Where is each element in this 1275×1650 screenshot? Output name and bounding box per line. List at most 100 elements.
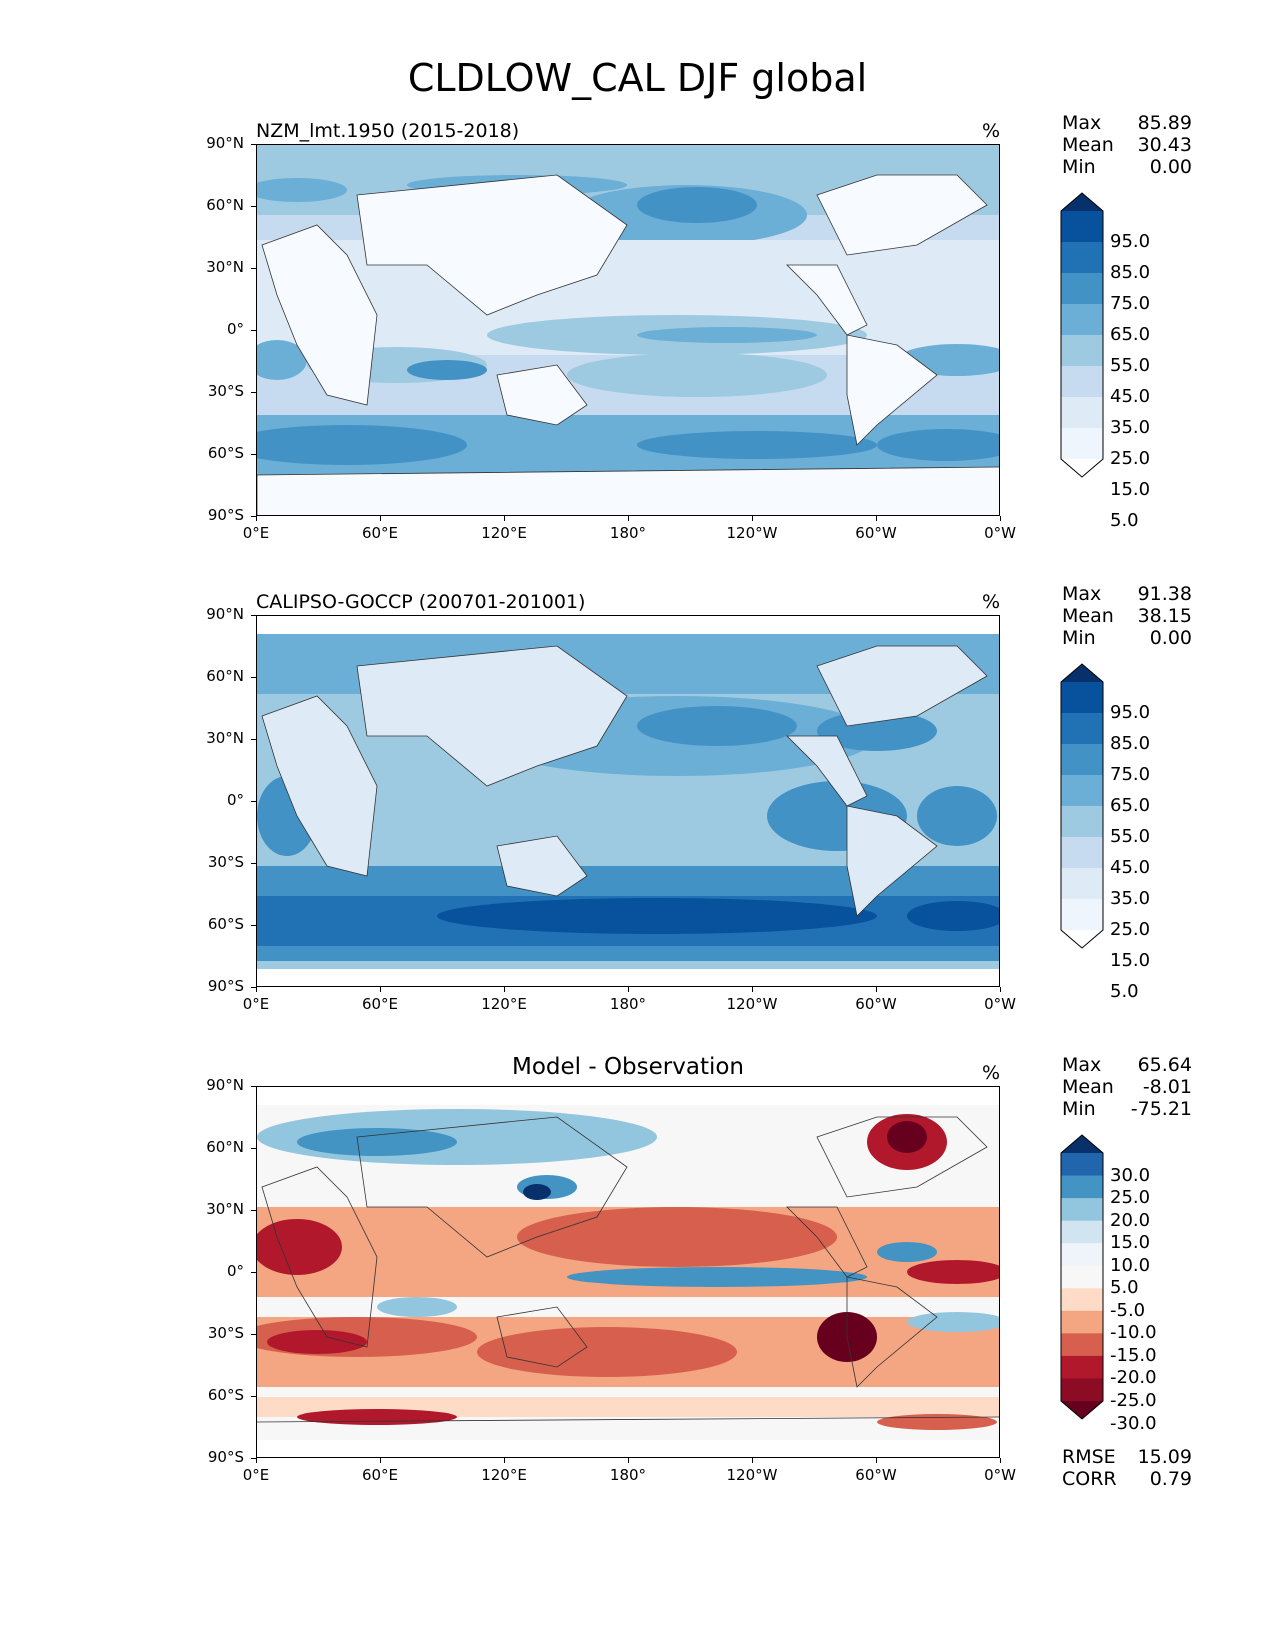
colorbar-tick-label: 20.0	[1110, 1209, 1151, 1231]
x-tick-label: 180°	[609, 1466, 647, 1484]
x-tick-mark	[256, 987, 257, 992]
y-tick-mark	[251, 330, 256, 331]
colorbar-segment	[1061, 868, 1103, 900]
y-tick-mark	[251, 1086, 256, 1087]
colorbar-tick-label: 30.0	[1110, 1164, 1151, 1186]
y-tick-label: 60°S	[207, 1386, 244, 1404]
panel-model: NZM_lmt.1950 (2015-2018) %	[0, 112, 1275, 590]
x-tick-label: 120°E	[481, 524, 527, 542]
x-tick-mark	[504, 987, 505, 992]
y-tick-label: 30°S	[207, 853, 244, 871]
y-tick-label: 90°N	[206, 1076, 244, 1094]
y-tick-mark	[251, 516, 256, 517]
panel-title: NZM_lmt.1950 (2015-2018)	[256, 120, 520, 142]
stats-box: Max 91.38 Mean 38.15 Min 0.00	[1062, 583, 1192, 649]
y-tick-label: 30°S	[207, 382, 244, 400]
y-tick-label: 90°S	[207, 977, 244, 995]
colorbar-tick-label: 85.0	[1110, 262, 1151, 283]
y-tick-mark	[251, 454, 256, 455]
y-tick-label: 30°N	[206, 729, 244, 747]
y-tick-label: 90°N	[206, 134, 244, 152]
x-tick-mark	[504, 516, 505, 521]
colorbar-extend-top	[1061, 664, 1103, 682]
colorbar-segment	[1061, 397, 1103, 429]
colorbar-tick-label: 25.0	[1110, 448, 1151, 469]
colorbar-tick-label: -30.0	[1110, 1412, 1157, 1434]
x-tick-mark	[876, 516, 877, 521]
colorbar-segment	[1061, 775, 1103, 807]
x-tick-label: 0°E	[242, 995, 270, 1013]
colorbar-segment	[1061, 744, 1103, 776]
stat-max-label: Max	[1062, 583, 1102, 605]
x-tick-label: 120°E	[481, 1466, 527, 1484]
y-tick-label: 60°N	[206, 1138, 244, 1156]
corr-value: 0.79	[1149, 1468, 1192, 1490]
x-tick-mark	[504, 1458, 505, 1463]
colorbar-segment	[1061, 806, 1103, 838]
colorbar-tick-label: 55.0	[1110, 826, 1151, 847]
colorbar-tick-label: 5.0	[1110, 510, 1139, 531]
colorbar-segment	[1061, 837, 1103, 869]
x-tick-label: 120°W	[726, 524, 778, 542]
y-tick-label: 60°N	[206, 667, 244, 685]
stat-max-value: 65.64	[1137, 1054, 1192, 1076]
colorbar-tick-label: 35.0	[1110, 888, 1151, 909]
stat-min-value: 0.00	[1149, 156, 1192, 178]
x-tick-label: 60°W	[855, 524, 897, 542]
colorbar-tick-label: 25.0	[1110, 919, 1151, 940]
panel-observation: CALIPSO-GOCCP (200701-201001) %	[0, 583, 1275, 1061]
stat-min-label: Min	[1062, 627, 1096, 649]
rmse-label: RMSE	[1062, 1446, 1116, 1468]
stat-mean-label: Mean	[1062, 134, 1114, 156]
x-tick-label: 0°E	[242, 524, 270, 542]
x-tick-mark	[380, 987, 381, 992]
x-tick-label: 120°E	[481, 995, 527, 1013]
colorbar-tick-label: 45.0	[1110, 857, 1151, 878]
colorbar-segment	[1061, 1288, 1103, 1312]
y-tick-mark	[251, 987, 256, 988]
x-tick-label: 120°W	[726, 1466, 778, 1484]
y-tick-label: 90°S	[207, 1448, 244, 1466]
x-tick-label: 60°E	[361, 524, 399, 542]
x-tick-label: 0°W	[984, 1466, 1016, 1484]
x-tick-mark	[256, 1458, 257, 1463]
y-tick-label: 90°S	[207, 506, 244, 524]
y-tick-label: 90°N	[206, 605, 244, 623]
colorbar-tick-label: -15.0	[1110, 1344, 1157, 1366]
colorbar-tick-label: 45.0	[1110, 386, 1151, 407]
x-tick-mark	[752, 1458, 753, 1463]
colorbar-segment	[1061, 682, 1103, 714]
colorbar-segment	[1061, 1355, 1103, 1379]
colorbar-segment	[1061, 335, 1103, 367]
y-tick-mark	[251, 1148, 256, 1149]
corr-label: CORR	[1062, 1468, 1117, 1490]
colorbar-extend-bottom	[1061, 459, 1103, 477]
y-tick-label: 30°N	[206, 258, 244, 276]
y-tick-mark	[251, 677, 256, 678]
x-tick-mark	[628, 516, 629, 521]
colorbar-tick-label: -25.0	[1110, 1390, 1157, 1411]
x-tick-label: 120°W	[726, 995, 778, 1013]
colorbar-segment	[1061, 211, 1103, 243]
colorbar-segment	[1061, 304, 1103, 336]
map-svg	[257, 145, 999, 515]
colorbar-tick-label: 15.0	[1110, 479, 1151, 500]
y-tick-label: 60°N	[206, 196, 244, 214]
x-tick-label: 60°E	[361, 1466, 399, 1484]
colorbar-tick-label: 75.0	[1110, 764, 1151, 785]
y-tick-label: 0°	[226, 320, 244, 338]
error-stats: RMSE 15.09 CORR 0.79	[1062, 1446, 1192, 1490]
colorbar-segment	[1061, 242, 1103, 274]
y-tick-label: 60°S	[207, 444, 244, 462]
colorbar-tick-label: 25.0	[1110, 1187, 1151, 1209]
x-tick-label: 0°W	[984, 995, 1016, 1013]
rmse-value: 15.09	[1137, 1446, 1192, 1468]
y-tick-mark	[251, 268, 256, 269]
colorbar-segment	[1061, 1198, 1103, 1222]
x-tick-mark	[628, 1458, 629, 1463]
stat-mean-label: Mean	[1062, 1076, 1114, 1098]
colorbar-segment	[1061, 1175, 1103, 1199]
x-tick-mark	[380, 516, 381, 521]
colorbar-segment	[1061, 1265, 1103, 1289]
colorbar-tick-label: 75.0	[1110, 293, 1151, 314]
